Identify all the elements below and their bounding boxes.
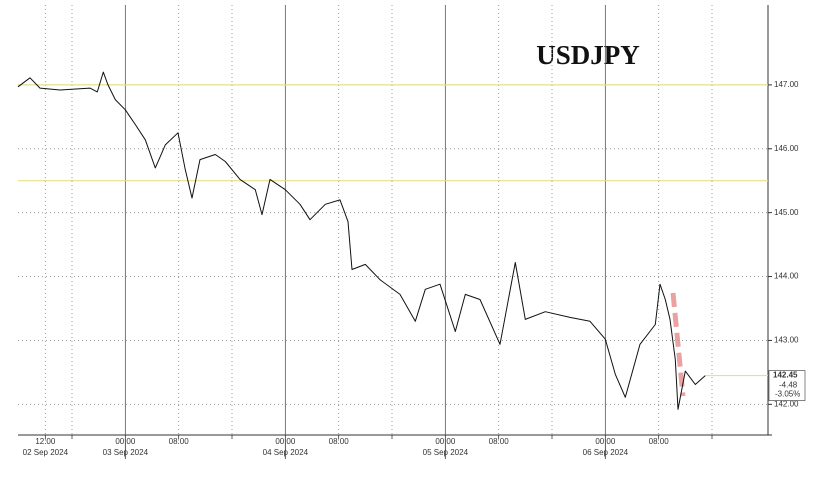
y-tick-label: 147.00 [774,80,799,89]
x-tick-label: 00:00 [595,437,616,446]
x-tick-label: 12:00 [35,437,56,446]
y-tick-label: 146.00 [774,144,799,153]
y-tick-label: 144.00 [774,272,799,281]
change-pct: -3.05% [775,390,800,399]
annotation-arrow [670,292,686,397]
x-tick-label: 00:00 [435,437,456,446]
x-tick-label: 08:00 [489,437,510,446]
date-label: 03 Sep 2024 [103,448,149,457]
x-tick-label: 00:00 [115,437,136,446]
y-tick-label: 142.00 [774,399,799,408]
date-label: 05 Sep 2024 [423,448,469,457]
last-value: 142.45 [773,371,798,380]
date-label: 02 Sep 2024 [23,448,69,457]
date-label: 06 Sep 2024 [583,448,629,457]
y-tick-label: 145.00 [774,208,799,217]
y-tick-label: 143.00 [774,336,799,345]
change: -4.48 [779,381,798,390]
x-tick-label: 08:00 [169,437,190,446]
last-value-box [768,370,806,401]
price-line [17,71,706,410]
chart-title: USDJPY [536,40,640,70]
x-tick-label: 00:00 [275,437,296,446]
x-tick-label: 08:00 [329,437,350,446]
x-tick-label: 08:00 [649,437,670,446]
date-label: 04 Sep 2024 [263,448,309,457]
